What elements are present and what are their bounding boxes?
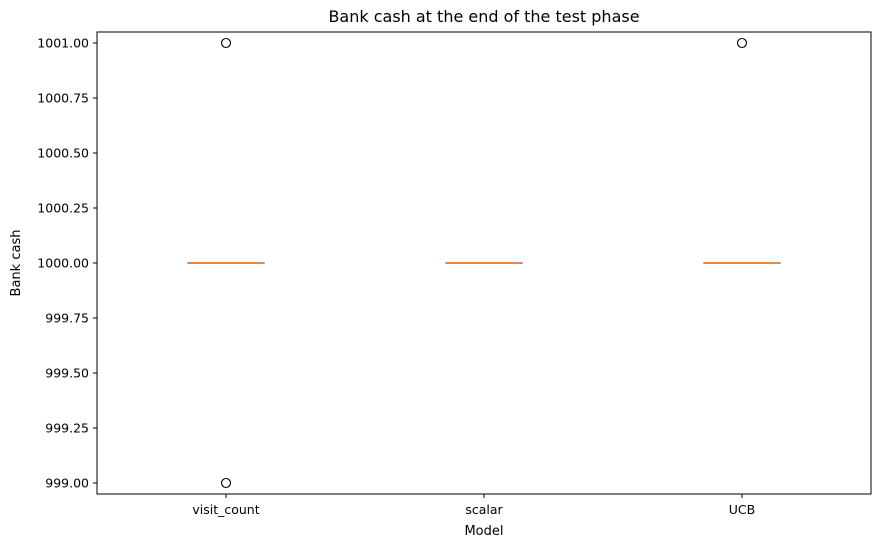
outlier-point: [220, 477, 232, 489]
y-tick-label: 1000.00: [37, 256, 89, 271]
box-UCB: [703, 37, 781, 264]
boxes-layer: [187, 37, 781, 489]
x-axis-label: Model: [464, 524, 503, 539]
x-axis: visit_count scalar UCB: [192, 494, 755, 517]
outlier-point: [220, 37, 232, 49]
y-tick-label: 999.75: [45, 311, 89, 326]
x-tick-label: UCB: [729, 502, 755, 517]
box-visit_count: [187, 37, 265, 489]
y-tick-label: 999.25: [45, 421, 89, 436]
x-tick-label: visit_count: [192, 502, 259, 517]
y-tick-label: 1000.75: [37, 91, 89, 106]
y-tick-label: 999.00: [45, 476, 89, 491]
outlier-point: [736, 37, 748, 49]
x-tick-label: scalar: [465, 502, 503, 517]
y-tick-label: 999.50: [45, 366, 89, 381]
y-tick-label: 1001.00: [37, 36, 89, 51]
y-tick-label: 1000.25: [37, 201, 89, 216]
chart-title: Bank cash at the end of the test phase: [328, 7, 639, 26]
y-axis: 999.00 999.25 999.50 999.75 1000.00 1000.25 10…: [37, 36, 97, 491]
y-axis-label: Bank cash: [9, 230, 24, 297]
y-tick-label: 1000.50: [37, 146, 89, 161]
